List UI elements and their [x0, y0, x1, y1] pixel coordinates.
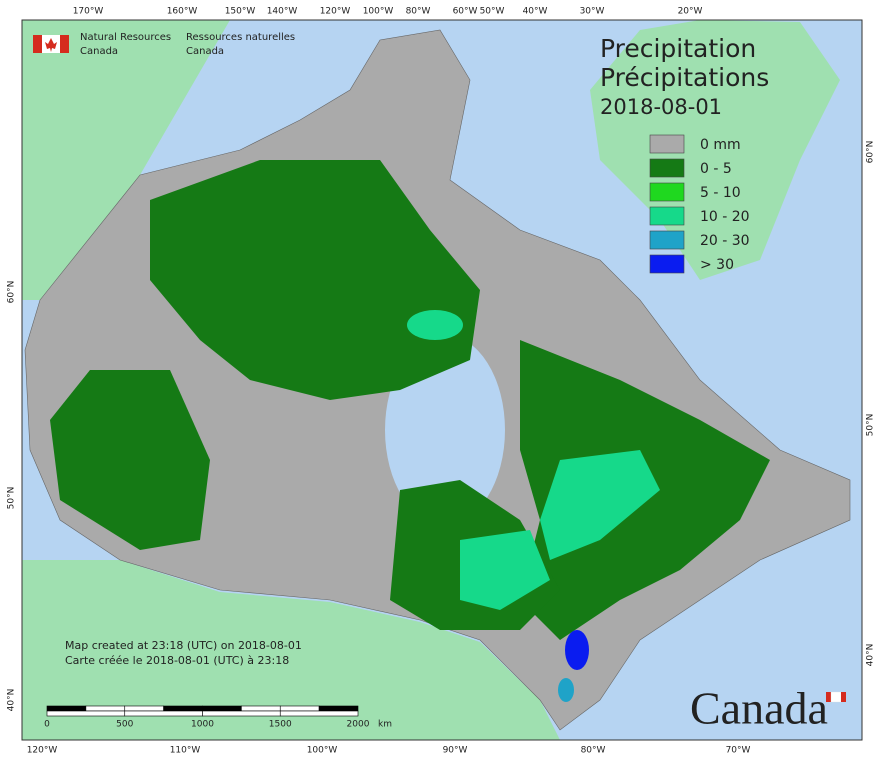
agency-en: Canada [80, 46, 118, 57]
legend-label: 0 mm [700, 137, 741, 153]
graticule-label: 50°W [480, 7, 505, 17]
flag-logo [33, 35, 69, 53]
graticule-label: 30°W [580, 7, 605, 17]
graticule-label: 170°W [73, 7, 104, 17]
agency-en: Natural Resources [80, 32, 171, 43]
flag-bar [826, 692, 831, 702]
legend-label: 5 - 10 [700, 185, 741, 201]
title: Precipitation [600, 34, 756, 63]
graticule-label: 110°W [170, 746, 201, 756]
scale-label: 2000 [347, 720, 370, 730]
precip-moderate [558, 678, 574, 702]
graticule-label: 50°N [7, 487, 17, 510]
scale-segment [124, 710, 203, 717]
scale-label: 1500 [269, 720, 292, 730]
scale-label: 0 [44, 720, 50, 730]
graticule-label: 60°N [7, 281, 17, 304]
scale-segment [279, 705, 320, 712]
scale-segment [202, 705, 242, 712]
united-states [22, 560, 560, 740]
legend-swatch [649, 254, 685, 274]
alaska [22, 20, 230, 300]
scale-segment [85, 705, 126, 712]
graticule-label: 50°N [866, 414, 876, 437]
precip-wet-quebec [540, 450, 660, 560]
graticule-label: 40°N [7, 689, 17, 712]
date: 2018-08-01 [600, 95, 722, 119]
graticule-label: 80°W [406, 7, 431, 17]
graticule-label: 60°N [866, 141, 876, 164]
legend-swatch [649, 134, 685, 154]
scale-segment [202, 710, 281, 717]
graticule-label: 40°N [866, 644, 876, 667]
flag-bar [841, 692, 846, 702]
scale-segment [318, 705, 359, 712]
note: Map created at 23:18 (UTC) on 2018-08-01 [65, 639, 302, 652]
scale-segment [241, 705, 281, 712]
title: Précipitations [600, 63, 769, 92]
flag-bar [60, 35, 69, 53]
graticule-label: 20°W [678, 7, 703, 17]
graticule-label: 120°W [320, 7, 351, 17]
graticule-label: 80°W [581, 746, 606, 756]
flag-bar [33, 35, 42, 53]
note: Carte créée le 2018-08-01 (UTC) à 23:18 [65, 654, 289, 667]
legend-label: 0 - 5 [700, 161, 732, 177]
scale-label: 500 [116, 720, 133, 730]
scale-segment [124, 705, 164, 712]
graticule-label: 160°W [167, 7, 198, 17]
legend-label: 10 - 20 [700, 209, 750, 225]
precip-heavy [565, 630, 589, 670]
legend-swatch [649, 230, 685, 250]
map-frame [21, 19, 863, 741]
precip-west [50, 370, 210, 550]
scale-segment [46, 705, 87, 712]
agency-fr: Canada [186, 46, 224, 57]
legend-swatch [649, 182, 685, 202]
legend-swatch [649, 206, 685, 226]
agency-fr: Ressources naturelles [186, 32, 295, 43]
scale-segment [46, 710, 126, 717]
precip-north [150, 160, 480, 400]
graticule-label: 90°W [443, 746, 468, 756]
wordmark: Canada [690, 683, 828, 734]
graticule-label: 100°W [363, 7, 394, 17]
maple-leaf [45, 38, 57, 52]
graticule-label: 120°W [27, 746, 58, 756]
scale-unit: km [378, 720, 392, 730]
graticule-label: 140°W [267, 7, 298, 17]
greenland [590, 20, 840, 280]
precip-wet-ontario [460, 530, 550, 610]
scale-label: 1000 [191, 720, 214, 730]
graticule-label: 70°W [726, 746, 751, 756]
graticule-label: 150°W [225, 7, 256, 17]
precip-wet-nunavut [407, 310, 463, 340]
legend-swatch [649, 158, 685, 178]
flag-field [830, 691, 842, 703]
legend-label: > 30 [700, 257, 734, 273]
wordmark-flag [826, 691, 846, 703]
legend-label: 20 - 30 [700, 233, 750, 249]
graticule-label: 40°W [523, 7, 548, 17]
scale-segment [163, 705, 203, 712]
scale-segment [279, 710, 359, 717]
map-body [21, 19, 863, 741]
graticule-label: 100°W [307, 746, 338, 756]
graticule-label: 60°W [453, 7, 478, 17]
